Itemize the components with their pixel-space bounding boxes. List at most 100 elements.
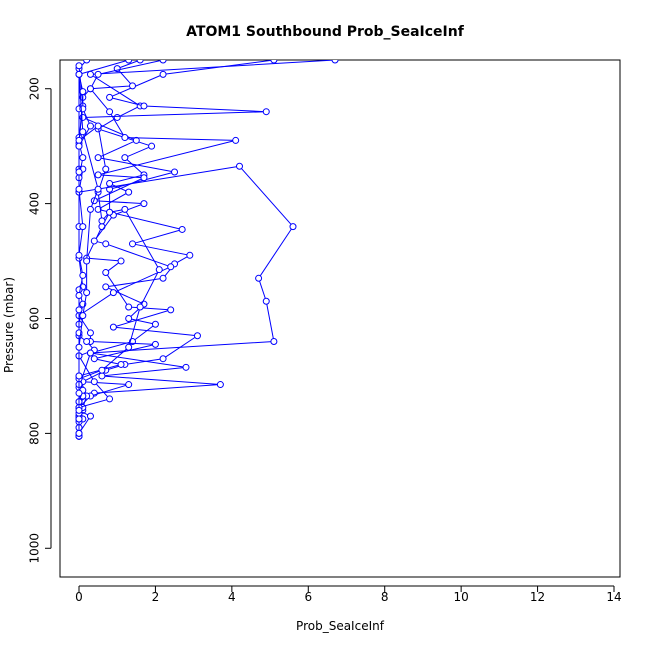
data-point <box>109 323 117 331</box>
data-point <box>102 165 110 173</box>
data-point <box>121 205 129 213</box>
data-point <box>140 102 148 110</box>
data-point <box>167 263 175 271</box>
data-point <box>98 372 106 380</box>
data-point <box>159 274 167 282</box>
data-point <box>86 70 94 78</box>
chart-title: ATOM1 Southbound Prob_SeaIceInf <box>186 24 465 40</box>
y-tick-label: 400 <box>28 192 42 215</box>
data-point <box>75 343 83 351</box>
data-point <box>75 168 83 176</box>
data-point <box>159 355 167 363</box>
data-point <box>75 306 83 314</box>
data-point <box>255 274 263 282</box>
data-point <box>83 60 91 64</box>
data-point <box>75 70 83 78</box>
data-point <box>94 171 102 179</box>
data-point <box>270 337 278 345</box>
y-tick-label: 200 <box>28 77 42 100</box>
x-axis-label: Prob_SeaIceInf <box>296 619 385 633</box>
data-point <box>151 320 159 328</box>
data-point <box>75 415 83 423</box>
data-point <box>125 60 133 64</box>
data-point <box>129 82 136 90</box>
data-point <box>232 136 240 144</box>
data-point <box>216 381 224 389</box>
data-point <box>79 223 87 231</box>
data-point <box>75 292 83 300</box>
data-point <box>75 286 83 294</box>
x-tick-label: 0 <box>75 590 83 604</box>
data-point <box>159 60 167 64</box>
x-tick-label: 8 <box>381 590 389 604</box>
data-point <box>86 122 94 130</box>
data-point <box>79 271 87 279</box>
data-point <box>79 128 87 136</box>
data-point <box>270 60 278 64</box>
data-point <box>86 349 94 357</box>
data-point <box>83 337 91 345</box>
x-tick-label: 6 <box>304 590 312 604</box>
data-point <box>182 363 190 371</box>
data-point <box>83 289 91 297</box>
data-point <box>90 237 98 245</box>
data-point <box>125 315 133 322</box>
data-point <box>129 240 136 248</box>
data-point <box>102 283 110 291</box>
data-point <box>148 142 156 150</box>
x-tick-label: 4 <box>228 590 236 604</box>
data-point <box>75 251 83 259</box>
data-point <box>151 340 159 348</box>
data-point <box>106 208 114 216</box>
data-point <box>83 257 91 265</box>
data-point <box>140 200 148 208</box>
data-point <box>75 185 83 193</box>
data-point <box>262 297 270 305</box>
data-point <box>94 205 102 213</box>
series-8 <box>75 70 102 437</box>
data-point <box>102 240 110 248</box>
data-point <box>178 225 186 233</box>
data-point <box>75 389 83 397</box>
data-point <box>90 378 98 386</box>
data-point <box>106 108 114 116</box>
data-point <box>94 122 102 130</box>
data-point <box>125 343 133 351</box>
data-point <box>155 266 163 274</box>
data-point <box>75 142 83 150</box>
data-point <box>75 372 83 380</box>
data-point <box>102 269 110 277</box>
data-point <box>75 429 83 437</box>
x-tick-label: 12 <box>530 590 545 604</box>
data-point <box>106 180 114 188</box>
data-point <box>86 85 94 93</box>
series-layer <box>75 60 339 440</box>
data-point <box>159 70 167 78</box>
data-point <box>262 108 270 116</box>
series-line <box>78 60 274 437</box>
data-point <box>79 312 87 320</box>
data-point <box>136 303 144 311</box>
data-point <box>106 395 114 403</box>
data-point <box>117 257 125 265</box>
data-point <box>140 174 148 182</box>
data-point <box>171 168 179 176</box>
y-tick-label: 800 <box>28 422 42 445</box>
x-tick-label: 2 <box>152 590 160 604</box>
data-point <box>75 406 83 414</box>
data-point <box>117 360 125 368</box>
data-point <box>113 113 121 121</box>
y-axis-label: Pressure (mbar) <box>2 277 16 373</box>
data-point <box>109 289 117 297</box>
data-point <box>94 70 102 78</box>
data-point <box>90 355 98 363</box>
data-point <box>193 332 201 340</box>
data-point <box>331 60 339 64</box>
x-tick-label: 10 <box>454 590 469 604</box>
data-point <box>106 93 114 101</box>
data-point <box>186 251 194 259</box>
data-point <box>79 154 87 162</box>
data-point <box>125 188 133 196</box>
